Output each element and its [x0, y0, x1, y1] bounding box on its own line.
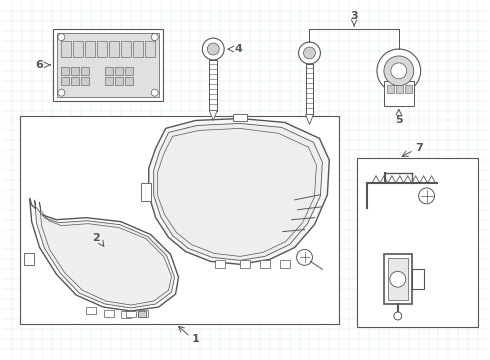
Bar	[387, 85, 394, 93]
Polygon shape	[154, 123, 322, 260]
Bar	[53, 29, 163, 100]
Polygon shape	[306, 64, 314, 114]
Bar	[104, 310, 114, 317]
Circle shape	[377, 49, 420, 93]
Bar	[85, 41, 95, 57]
Circle shape	[391, 63, 407, 79]
Circle shape	[58, 33, 65, 41]
Bar	[357, 158, 478, 327]
Bar	[388, 258, 408, 300]
Circle shape	[303, 47, 316, 59]
Bar	[138, 310, 148, 317]
Circle shape	[384, 56, 414, 86]
Bar	[61, 67, 70, 75]
Bar	[412, 269, 424, 289]
Bar	[61, 41, 72, 57]
Bar	[233, 113, 247, 121]
Polygon shape	[30, 198, 178, 311]
Text: 3: 3	[350, 11, 358, 21]
Bar	[81, 77, 89, 85]
Circle shape	[418, 188, 435, 204]
Bar	[396, 85, 403, 93]
Bar	[121, 41, 131, 57]
Bar	[72, 77, 79, 85]
Bar	[384, 255, 412, 304]
Circle shape	[298, 42, 320, 64]
Bar	[215, 260, 225, 268]
Bar	[72, 67, 79, 75]
Text: 2: 2	[92, 233, 100, 243]
Text: 7: 7	[415, 143, 422, 153]
Polygon shape	[35, 200, 174, 308]
Text: 5: 5	[395, 116, 403, 126]
Bar	[86, 307, 96, 314]
Polygon shape	[306, 114, 314, 125]
Bar	[126, 311, 136, 317]
Bar	[141, 183, 151, 201]
Bar	[125, 77, 133, 85]
Bar	[133, 41, 143, 57]
Bar	[109, 41, 119, 57]
Polygon shape	[209, 111, 217, 121]
Bar	[138, 311, 146, 317]
Bar	[145, 41, 155, 57]
Text: 4: 4	[234, 44, 242, 54]
Circle shape	[394, 312, 402, 320]
Bar	[280, 260, 290, 268]
Bar	[105, 67, 113, 75]
Circle shape	[151, 33, 158, 41]
Bar	[240, 260, 250, 268]
Bar	[125, 67, 133, 75]
Bar	[74, 41, 83, 57]
Bar	[384, 81, 414, 105]
Bar	[405, 85, 412, 93]
Bar	[81, 67, 89, 75]
Circle shape	[58, 89, 65, 96]
Bar	[115, 77, 123, 85]
Bar	[105, 77, 113, 85]
Circle shape	[390, 271, 406, 287]
Circle shape	[207, 43, 219, 55]
Bar	[121, 311, 131, 318]
Polygon shape	[209, 60, 217, 111]
Bar	[97, 41, 107, 57]
Bar	[61, 77, 70, 85]
Circle shape	[151, 89, 158, 96]
Bar	[57, 33, 159, 96]
Circle shape	[202, 38, 224, 60]
Bar	[24, 253, 34, 265]
Circle shape	[296, 249, 313, 265]
Text: 1: 1	[192, 334, 199, 344]
Polygon shape	[149, 118, 329, 264]
Bar	[20, 116, 339, 324]
Bar	[115, 67, 123, 75]
Text: 6: 6	[36, 60, 44, 70]
Bar	[260, 260, 270, 268]
